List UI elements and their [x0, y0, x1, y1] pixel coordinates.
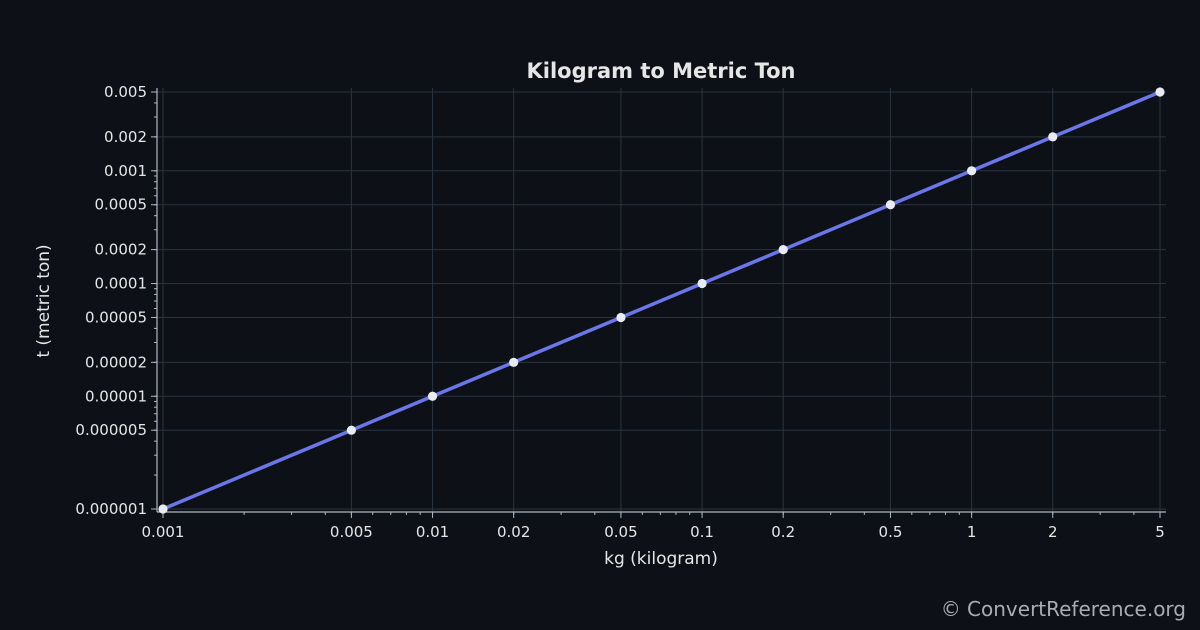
- x-tick-label: 2: [1048, 523, 1058, 541]
- y-tick-label: 0.0001: [95, 275, 148, 293]
- x-tick-label: 0.01: [416, 523, 449, 541]
- data-point: [346, 425, 356, 435]
- watermark: © ConvertReference.org: [940, 597, 1186, 621]
- data-point: [967, 166, 977, 176]
- x-tick-label: 0.005: [330, 523, 373, 541]
- series: [158, 87, 1165, 514]
- data-point: [885, 200, 896, 210]
- data-point: [616, 312, 626, 323]
- x-tick-label: 0.2: [771, 523, 795, 541]
- y-tick-label: 0.00001: [85, 387, 147, 405]
- series-line: [161, 90, 1162, 511]
- y-axis-label: t (metric ton): [34, 244, 54, 357]
- data-point: [697, 278, 707, 289]
- data-point: [158, 504, 168, 514]
- y-tick-label: 0.000001: [75, 500, 147, 518]
- data-point: [1155, 87, 1165, 97]
- y-tick-label: 0.00005: [85, 308, 147, 326]
- x-axis-ticks: 0.001 0.005 0.01 0.02 0.05 0.1 0.2 0.5 1 2 5: [142, 512, 1165, 541]
- x-tick-label: 0.05: [604, 523, 637, 541]
- data-point: [509, 357, 519, 367]
- x-tick-label: 0.02: [497, 523, 530, 541]
- y-tick-label: 0.001: [104, 162, 147, 180]
- y-tick-label: 0.0005: [95, 196, 148, 214]
- y-axis-ticks: 0.000001 0.000005 0.00001 0.00002 0.00005 0.0…: [75, 83, 157, 518]
- data-point: [778, 244, 788, 255]
- x-axis-label: kg (kilogram): [604, 549, 718, 569]
- x-tick-label: 5: [1155, 523, 1165, 541]
- y-tick-label: 0.00002: [85, 353, 147, 371]
- x-tick-label: 0.1: [690, 523, 714, 541]
- y-tick-label: 0.0002: [95, 241, 148, 259]
- data-point: [427, 391, 438, 401]
- y-tick-label: 0.002: [104, 128, 147, 146]
- y-tick-label: 0.005: [104, 83, 147, 101]
- chart-title: Kilogram to Metric Ton: [526, 59, 795, 83]
- data-point: [1048, 132, 1058, 142]
- grid: [157, 88, 1166, 512]
- y-tick-label: 0.000005: [75, 421, 147, 439]
- x-tick-label: 0.5: [879, 523, 903, 541]
- x-tick-label: 0.001: [142, 523, 185, 541]
- x-tick-label: 1: [967, 523, 977, 541]
